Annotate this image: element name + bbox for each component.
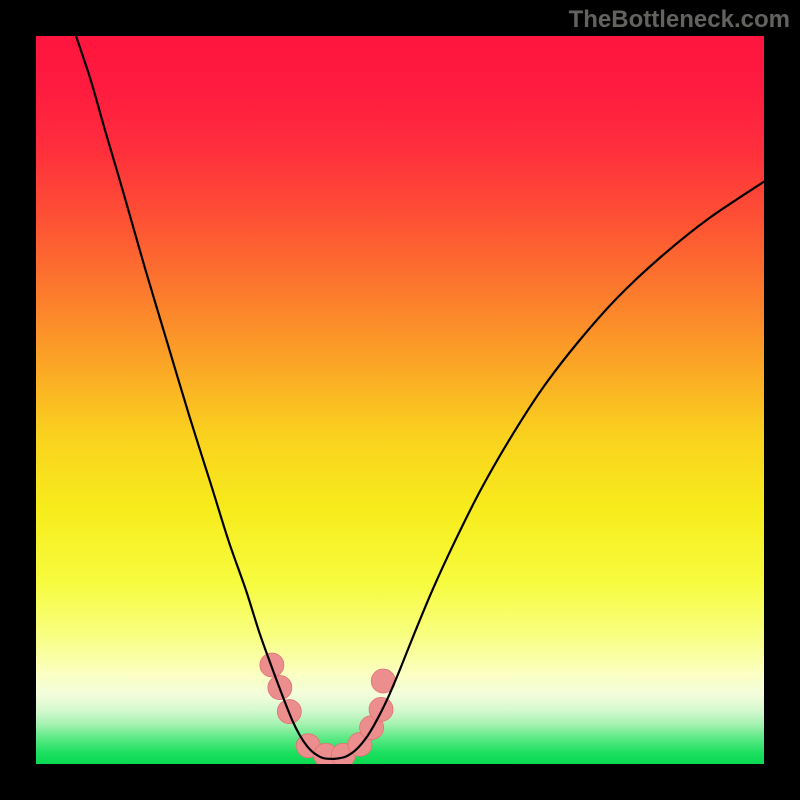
watermark-text: TheBottleneck.com	[569, 6, 790, 34]
plot-area	[36, 36, 764, 764]
chart-frame	[0, 0, 800, 800]
curve-layer	[36, 36, 764, 764]
marker-group	[260, 653, 395, 764]
marker-point	[369, 697, 393, 721]
curve-right-branch	[334, 182, 764, 759]
curve-left-branch	[76, 36, 334, 759]
